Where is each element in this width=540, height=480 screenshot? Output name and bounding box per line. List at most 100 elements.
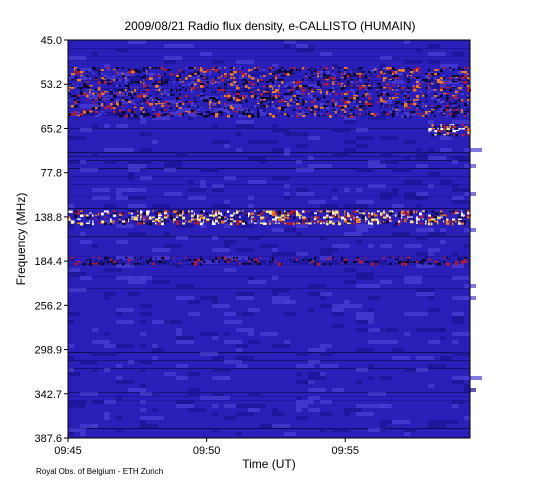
emission-pixel — [296, 103, 300, 106]
emission-pixel — [323, 95, 326, 97]
spectrogram-cell — [128, 116, 146, 120]
emission-pixel — [398, 220, 401, 224]
emission-pixel — [377, 210, 380, 213]
emission-pixel — [173, 220, 175, 224]
emission-pixel — [137, 71, 141, 73]
emission-pixel — [179, 75, 181, 77]
emission-pixel — [80, 91, 84, 94]
emission-pixel — [140, 262, 142, 265]
emission-pixel — [446, 107, 450, 110]
emission-pixel — [101, 79, 103, 82]
emission-pixel — [302, 218, 305, 221]
emission-pixel — [146, 218, 150, 220]
emission-pixel — [245, 111, 247, 113]
spectrogram-cell — [248, 308, 260, 312]
emission-pixel — [113, 105, 116, 107]
emission-pixel — [368, 87, 372, 90]
emission-pixel — [437, 130, 442, 132]
emission-pixel — [356, 220, 360, 224]
emission-pixel — [278, 222, 280, 224]
emission-pixel — [464, 67, 466, 70]
emission-pixel — [236, 97, 239, 100]
emission-pixel — [236, 222, 240, 226]
emission-pixel — [350, 222, 352, 224]
emission-pixel — [119, 218, 121, 221]
spectrogram-cell — [416, 196, 428, 200]
spectrogram-cell — [68, 428, 86, 432]
emission-pixel — [146, 71, 148, 73]
emission-pixel — [317, 81, 320, 83]
emission-pixel — [416, 83, 420, 85]
emission-pixel — [236, 212, 238, 214]
emission-pixel — [281, 214, 285, 217]
emission-pixel — [443, 75, 445, 78]
spectrogram-cell — [380, 280, 392, 284]
emission-pixel — [146, 260, 149, 264]
emission-pixel — [158, 91, 159, 94]
emission-pixel — [200, 210, 204, 214]
emission-pixel — [179, 103, 183, 105]
emission-pixel — [323, 262, 326, 266]
spectrogram-cell — [452, 264, 464, 268]
spectrogram-cell — [92, 340, 110, 344]
emission-pixel — [308, 210, 310, 214]
spectrogram-cell — [368, 184, 386, 188]
emission-pixel — [434, 95, 437, 98]
emission-pixel — [251, 111, 254, 113]
emission-pixel — [203, 89, 205, 92]
emission-pixel — [326, 260, 329, 263]
emission-pixel — [194, 105, 198, 107]
emission-pixel — [74, 95, 78, 97]
emission-pixel — [296, 83, 299, 85]
emission-pixel — [452, 97, 456, 99]
emission-pixel — [185, 220, 187, 222]
channel-stripe — [68, 368, 470, 369]
emission-pixel — [398, 85, 399, 87]
emission-pixel — [287, 258, 289, 261]
emission-pixel — [230, 105, 233, 107]
spectrogram-cell — [380, 196, 392, 200]
emission-pixel — [257, 93, 259, 95]
emission-pixel — [221, 75, 223, 78]
emission-pixel — [446, 128, 450, 131]
emission-pixel — [308, 260, 310, 263]
emission-pixel — [236, 87, 240, 90]
emission-pixel — [185, 256, 187, 260]
emission-pixel — [317, 75, 319, 78]
emission-pixel — [194, 111, 197, 113]
emission-pixel — [272, 95, 274, 98]
emission-pixel — [431, 105, 434, 107]
emission-pixel — [197, 105, 199, 108]
emission-pixel — [263, 216, 265, 219]
emission-pixel — [260, 93, 263, 96]
emission-pixel — [98, 115, 101, 117]
emission-pixel — [419, 212, 422, 216]
emission-pixel — [302, 210, 305, 213]
emission-pixel — [281, 262, 282, 266]
emission-pixel — [140, 81, 142, 84]
emission-pixel — [350, 81, 354, 84]
emission-pixel — [404, 105, 408, 107]
emission-pixel — [446, 218, 449, 222]
emission-pixel — [293, 222, 295, 226]
emission-pixel — [350, 99, 353, 101]
emission-pixel — [188, 97, 190, 99]
emission-pixel — [449, 103, 452, 105]
emission-pixel — [110, 91, 114, 93]
spectrogram-cell — [164, 232, 170, 236]
emission-pixel — [167, 103, 171, 105]
spectrogram-cell — [404, 428, 416, 432]
emission-pixel — [149, 258, 152, 262]
emission-pixel — [467, 73, 469, 76]
spectrogram-cell — [128, 232, 146, 236]
emission-pixel — [191, 81, 195, 84]
emission-pixel — [380, 93, 383, 96]
emission-pixel — [269, 79, 273, 82]
emission-pixel — [377, 95, 381, 97]
emission-pixel — [452, 81, 456, 83]
spectrogram-cell — [404, 60, 422, 64]
emission-pixel — [155, 256, 157, 260]
channel-stripe — [68, 168, 470, 169]
emission-pixel — [416, 210, 418, 214]
emission-pixel — [164, 91, 167, 94]
